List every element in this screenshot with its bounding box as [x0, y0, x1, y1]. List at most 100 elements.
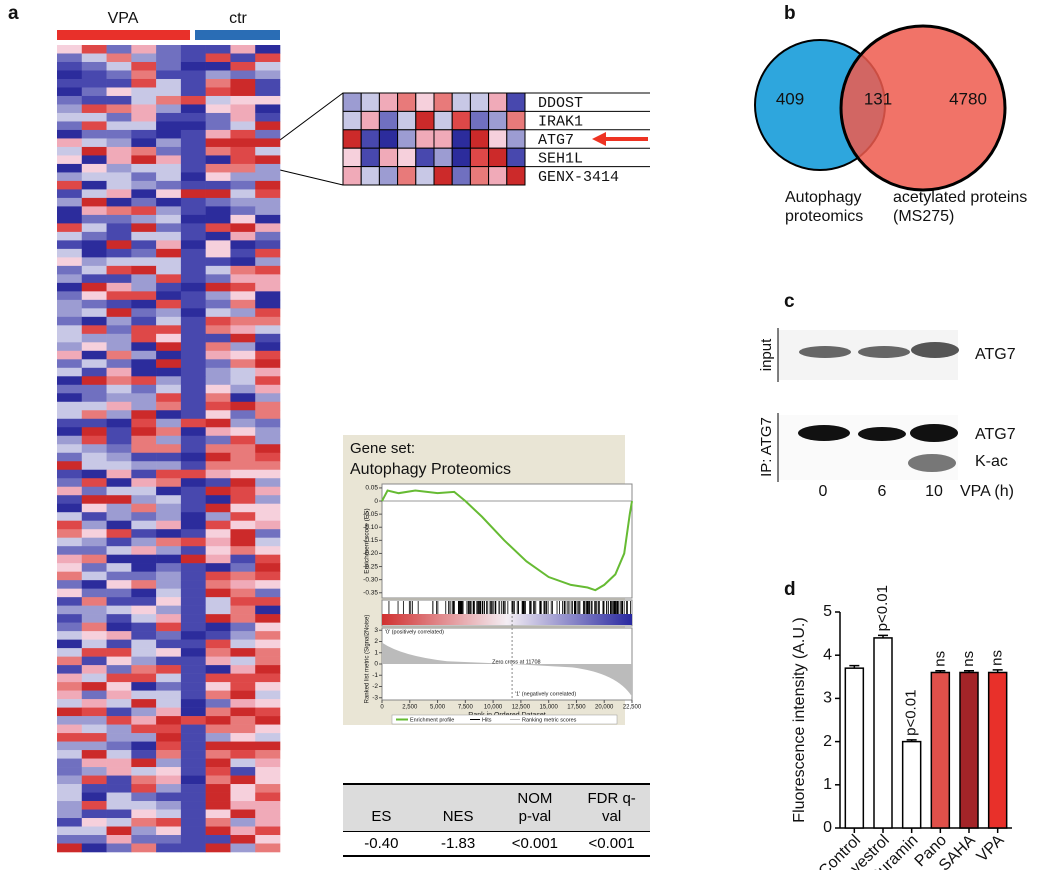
heatmap-cell	[156, 826, 182, 836]
heatmap-cell	[205, 648, 231, 657]
heatmap-cell	[81, 784, 107, 793]
heatmap-cell	[106, 469, 132, 479]
heatmap-cell	[156, 291, 182, 301]
heatmap-cell	[255, 163, 281, 173]
heatmap-cell	[230, 138, 256, 148]
heatmap-cell	[106, 537, 132, 547]
heatmap-cell	[180, 690, 206, 700]
table-header: ES NES NOM p-val FDR q-val	[343, 784, 650, 832]
annotation: p<0.01	[874, 585, 891, 631]
heatmap-cell	[205, 512, 231, 522]
heatmap-cell	[205, 248, 231, 258]
heatmap-cell	[180, 393, 206, 403]
header-text: NES	[442, 808, 474, 825]
heatmap-cell	[57, 214, 83, 224]
heatmap-cell	[156, 231, 182, 241]
heatmap-cell	[131, 588, 157, 598]
heatmap-cell	[131, 138, 157, 148]
bar	[987, 671, 1008, 829]
heatmap-cell	[255, 665, 281, 674]
heatmap-cell	[57, 809, 83, 819]
header-text: NOM p-val	[517, 790, 553, 825]
heatmap-cell	[106, 282, 132, 292]
panel-label: b	[784, 3, 796, 24]
heatmap-cell	[230, 180, 256, 190]
header-text: ES	[371, 808, 392, 825]
heatmap-cell	[180, 61, 206, 71]
heatmap-cell	[57, 112, 83, 122]
heatmap-cell	[230, 775, 256, 785]
heatmap-cell	[131, 622, 157, 632]
heatmap-cell	[255, 529, 281, 538]
heatmap-cell	[205, 690, 231, 700]
heatmap-cell	[255, 146, 281, 156]
heatmap-cell	[106, 546, 132, 555]
arrow-head	[592, 132, 606, 146]
enrichment-line	[381, 489, 633, 592]
heatmap-cell	[180, 792, 206, 802]
heatmap-cell	[156, 835, 182, 844]
heatmap-cell	[180, 631, 206, 640]
heatmap-cell	[106, 45, 132, 54]
heatmap-cell	[156, 716, 182, 725]
heatmap-cell	[106, 299, 132, 309]
heatmap-cell	[131, 265, 157, 275]
heatmap-cell	[106, 801, 132, 810]
heatmap-cell	[180, 537, 206, 547]
heatmap-cell	[255, 223, 281, 233]
heatmap-cell	[230, 588, 256, 598]
x-tick-label: 7,500	[458, 705, 474, 711]
heatmap-cell	[156, 682, 182, 691]
heatmap-cell	[57, 376, 83, 386]
heatmap-cell	[156, 563, 182, 572]
heatmap-cell	[57, 818, 83, 827]
heatmap-cell	[57, 78, 83, 88]
heatmap-cell	[156, 418, 182, 428]
heatmap-cell	[81, 274, 107, 284]
heatmap-cell	[81, 231, 107, 241]
heatmap-cell	[230, 699, 256, 708]
y-tick-label: 2	[823, 733, 832, 750]
heatmap-cell	[106, 716, 132, 725]
heatmap-cell	[106, 401, 132, 411]
heatmap-cell	[156, 333, 182, 343]
heatmap-cell	[255, 512, 281, 522]
heatmap-cell	[205, 299, 231, 309]
heatmap-cell	[205, 274, 231, 284]
heatmap-cell	[230, 461, 256, 471]
heatmap-cell	[81, 690, 107, 700]
heatmap-cell	[131, 792, 157, 802]
heatmap-cell	[106, 835, 132, 844]
header-text: FDR q-val	[587, 790, 636, 825]
heatmap-cell	[255, 767, 281, 776]
heatmap-cell	[81, 818, 107, 827]
heatmap-cell	[106, 427, 132, 437]
heatmap-cell	[205, 342, 231, 352]
heatmap-cell	[180, 121, 206, 131]
heatmap-cell	[205, 197, 231, 207]
heatmap-cell	[81, 189, 107, 199]
heatmap-cell	[106, 478, 132, 488]
heatmap-cell	[57, 656, 83, 666]
y-tick-label: 1	[374, 649, 378, 656]
heatmap-cell	[156, 690, 182, 700]
heatmap-cell	[81, 614, 107, 623]
heatmap-cell	[131, 486, 157, 496]
heatmap-cell	[106, 325, 132, 335]
gene-label: IRAK1	[538, 114, 583, 131]
heatmap-cell	[57, 733, 83, 742]
heatmap-cell	[131, 206, 157, 216]
gene-label: SEH1L	[538, 150, 583, 167]
heatmap-cell	[57, 427, 83, 437]
heatmap-cell	[81, 180, 107, 190]
heatmap-cell	[180, 656, 206, 666]
heatmap-cell	[131, 716, 157, 725]
zoom-line	[279, 92, 344, 141]
heatmap-cell	[106, 112, 132, 122]
heatmap-cell	[131, 724, 157, 734]
heatmap-cell	[131, 758, 157, 768]
y-tick-label: 5	[823, 603, 832, 620]
heatmap-cell	[57, 163, 83, 173]
heatmap-cell	[106, 78, 132, 88]
heatmap-cell	[180, 214, 206, 224]
